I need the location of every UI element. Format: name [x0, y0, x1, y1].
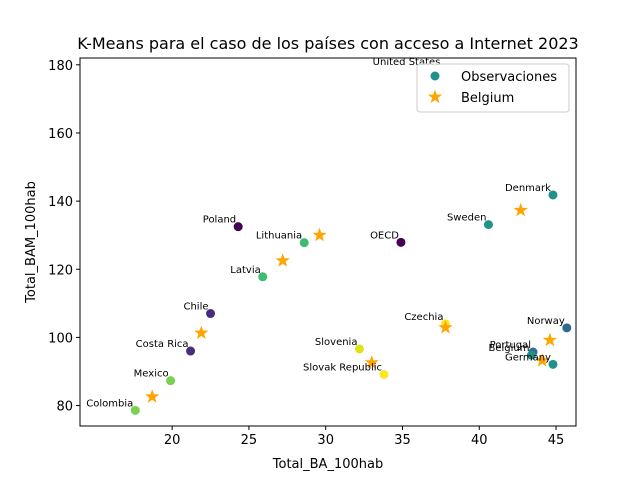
point-label: Slovak Republic [303, 363, 382, 374]
x-tick-label: 20 [164, 433, 181, 448]
legend-observation-label: Observaciones [461, 70, 557, 85]
centroid-star [312, 227, 327, 242]
centroid-star [275, 253, 290, 267]
y-tick-label: 100 [48, 331, 73, 346]
point-label: United States [373, 57, 441, 68]
point-label: OECD [370, 230, 399, 241]
centroid-star [145, 389, 160, 403]
observation-point [206, 309, 216, 319]
point-label: Mexico [134, 369, 169, 380]
x-tick-label: 30 [317, 433, 334, 448]
x-axis-label: Total_BA_100hab [272, 457, 383, 472]
centroid-star [194, 325, 209, 340]
observation-point [186, 346, 196, 356]
point-label: Germany [505, 352, 551, 363]
centroid-star [364, 355, 379, 369]
centroid-star [438, 320, 453, 334]
observation-point [354, 344, 364, 354]
centroid-star [513, 202, 528, 217]
y-tick-label: 80 [56, 400, 73, 415]
observation-point [548, 359, 558, 369]
legend: Observaciones Belgium [416, 63, 570, 113]
observation-point [166, 376, 176, 386]
observation-point [548, 190, 558, 200]
observation-point [379, 370, 389, 380]
y-tick-label: 140 [48, 195, 73, 210]
centroid-star [535, 353, 550, 367]
x-tick-label: 40 [471, 433, 488, 448]
legend-box [416, 63, 570, 113]
y-tick-label: 120 [48, 263, 73, 278]
legend-belgium-label: Belgium [461, 91, 514, 106]
chart-title: K-Means para el caso de los países con a… [77, 34, 578, 53]
centroid-markers [145, 202, 558, 403]
centroid-star [542, 332, 558, 347]
x-axis-ticks: 20 25 30 35 40 45 [164, 426, 564, 448]
point-label: Norway [527, 316, 565, 327]
observation-point [562, 323, 572, 333]
x-tick-label: 45 [548, 433, 565, 448]
observation-point [483, 220, 493, 230]
point-label: Colombia [86, 398, 133, 409]
x-tick-label: 25 [241, 433, 258, 448]
observation-point [299, 238, 309, 248]
observation-point [396, 237, 406, 247]
y-axis-ticks: 80 100 120 140 160 180 [48, 59, 80, 415]
plot-frame [79, 57, 577, 427]
point-label: Costa Rica [136, 339, 189, 350]
observation-point [130, 405, 140, 415]
point-label: Poland [203, 215, 236, 226]
observation-point [526, 350, 536, 360]
point-label: Sweden [447, 213, 487, 224]
observation-point [233, 222, 243, 232]
observation-point [258, 272, 268, 282]
legend-star-marker [427, 89, 443, 104]
y-tick-label: 180 [48, 59, 73, 74]
point-label: Lithuania [256, 231, 302, 242]
point-labels: Colombia Mexico Costa Rica Chile Latvia Lithu… [86, 57, 565, 409]
point-label: Denmark [505, 183, 551, 194]
x-tick-label: 35 [394, 433, 411, 448]
y-tick-label: 160 [48, 127, 73, 142]
y-axis-label: Total_BAM_100hab [24, 181, 39, 304]
point-label: Chile [183, 302, 208, 313]
point-label: Belgium [488, 343, 529, 354]
legend-observation-marker [430, 71, 440, 81]
point-label: Portugal [490, 340, 531, 351]
point-label: Latvia [230, 265, 260, 276]
point-label: Czechia [404, 312, 443, 323]
point-label: Slovenia [315, 337, 358, 348]
